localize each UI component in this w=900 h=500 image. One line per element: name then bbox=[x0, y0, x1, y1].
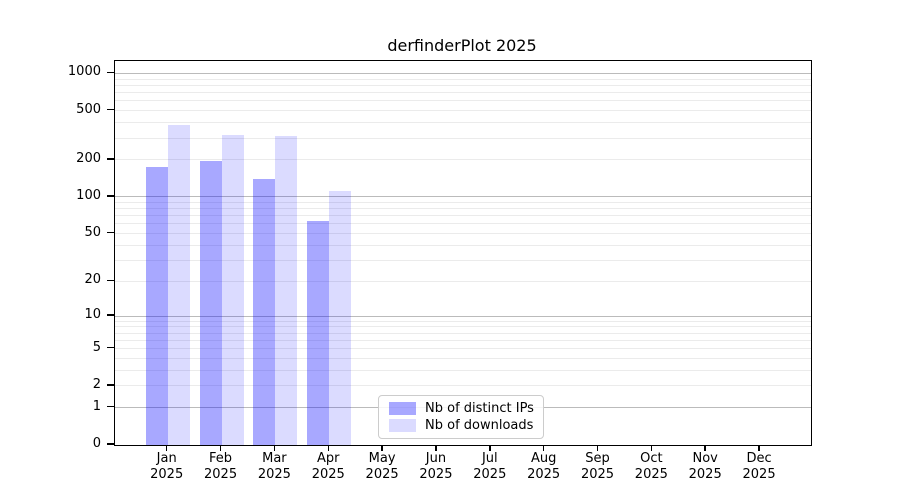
bar-downloads-feb-2025 bbox=[221, 134, 244, 445]
y-tick-mark-1000 bbox=[107, 71, 114, 74]
gridline-400 bbox=[115, 122, 811, 124]
gridline-90 bbox=[115, 201, 811, 203]
y-tick-label-200: 200 bbox=[76, 150, 101, 166]
x-tick-label-jan-2025: Jan 2025 bbox=[150, 451, 184, 482]
gridline-60 bbox=[115, 223, 811, 225]
x-tick-mark-jan bbox=[165, 445, 168, 451]
y-tick-mark-100 bbox=[107, 195, 114, 197]
y-tick-mark-200 bbox=[107, 158, 114, 160]
gridline-700 bbox=[115, 92, 811, 94]
x-tick-mark-dec bbox=[758, 445, 760, 451]
legend-label-downloads: Nb of downloads bbox=[425, 418, 534, 433]
gridline-300 bbox=[115, 137, 811, 139]
x-tick-label-apr-2025: Apr 2025 bbox=[311, 451, 345, 482]
x-tick-label-jul-2025: Jul 2025 bbox=[473, 451, 507, 482]
x-tick-label-mar-2025: Mar 2025 bbox=[257, 451, 291, 482]
bar-downloads-mar-2025 bbox=[275, 136, 298, 445]
gridline-8 bbox=[115, 326, 811, 328]
x-tick-mark-oct bbox=[650, 445, 653, 451]
chart-title: derfinderPlot 2025 bbox=[387, 36, 537, 55]
x-tick-mark-aug bbox=[542, 445, 545, 451]
y-tick-mark-10 bbox=[107, 314, 114, 316]
x-tick-mark-mar bbox=[273, 445, 276, 451]
y-tick-label-20: 20 bbox=[84, 272, 101, 288]
gridline-6 bbox=[115, 339, 811, 341]
x-tick-label-dec-2025: Dec 2025 bbox=[742, 451, 776, 482]
gridline-5 bbox=[115, 348, 811, 350]
y-tick-mark-50 bbox=[107, 231, 114, 234]
y-tick-label-100: 100 bbox=[76, 187, 101, 203]
x-tick-mark-sep bbox=[596, 445, 599, 451]
legend-label-distinct-ips: Nb of distinct IPs bbox=[425, 401, 534, 416]
plot-area: Nb of distinct IPs Nb of downloads bbox=[114, 60, 812, 446]
y-tick-label-0: 0 bbox=[92, 436, 101, 451]
gridline-20 bbox=[115, 280, 811, 282]
y-tick-label-2: 2 bbox=[92, 376, 101, 392]
gridline-2 bbox=[115, 385, 811, 387]
gridline-50 bbox=[115, 233, 811, 235]
plot-inner bbox=[115, 61, 811, 445]
x-tick-label-sep-2025: Sep 2025 bbox=[580, 451, 615, 482]
gridline-30 bbox=[115, 259, 811, 261]
bar-distinct-ips-feb-2025 bbox=[199, 161, 222, 445]
x-tick-mark-feb bbox=[219, 445, 222, 451]
x-tick-label-jun-2025: Jun 2025 bbox=[419, 451, 453, 482]
gridline-40 bbox=[115, 244, 811, 246]
gridline-7 bbox=[115, 332, 811, 334]
gridline-900 bbox=[115, 78, 811, 80]
y-tick-label-500: 500 bbox=[76, 101, 101, 117]
gridline-70 bbox=[115, 215, 811, 217]
x-tick-mark-nov bbox=[704, 445, 706, 451]
x-tick-mark-jul bbox=[489, 445, 491, 451]
y-tick-mark-2 bbox=[107, 384, 114, 386]
bar-distinct-ips-mar-2025 bbox=[253, 178, 276, 445]
y-tick-label-10: 10 bbox=[84, 307, 101, 323]
legend-swatch-downloads bbox=[389, 419, 416, 432]
legend-item-distinct-ips: Nb of distinct IPs bbox=[389, 401, 534, 416]
gridline-600 bbox=[115, 100, 811, 102]
x-tick-mark-apr bbox=[327, 445, 329, 451]
gridline-100 bbox=[115, 196, 811, 198]
gridline-200 bbox=[115, 159, 811, 161]
y-tick-mark-500 bbox=[107, 108, 114, 111]
x-tick-mark-may bbox=[381, 445, 383, 451]
y-tick-label-5: 5 bbox=[92, 339, 101, 355]
x-tick-label-oct-2025: Oct 2025 bbox=[634, 451, 668, 482]
legend-item-downloads: Nb of downloads bbox=[389, 418, 534, 433]
gridline-10 bbox=[115, 315, 811, 317]
y-tick-label-50: 50 bbox=[84, 224, 101, 240]
x-tick-label-feb-2025: Feb 2025 bbox=[204, 451, 238, 482]
gridline-4 bbox=[115, 357, 811, 359]
y-tick-label-1: 1 bbox=[92, 398, 101, 414]
x-tick-mark-jun bbox=[435, 445, 437, 451]
y-tick-mark-5 bbox=[107, 346, 114, 349]
bar-downloads-jan-2025 bbox=[167, 124, 190, 445]
gridline-3 bbox=[115, 369, 811, 371]
gridline-800 bbox=[115, 84, 811, 86]
bar-distinct-ips-jan-2025 bbox=[145, 167, 168, 445]
y-tick-mark-0 bbox=[107, 443, 114, 445]
gridline-1000 bbox=[115, 72, 811, 74]
gridline-500 bbox=[115, 110, 811, 112]
bar-downloads-apr-2025 bbox=[329, 190, 352, 445]
legend: Nb of distinct IPs Nb of downloads bbox=[378, 395, 544, 439]
x-tick-label-may-2025: May 2025 bbox=[365, 451, 399, 482]
y-tick-mark-20 bbox=[107, 279, 114, 282]
gridline-9 bbox=[115, 320, 811, 322]
bar-distinct-ips-apr-2025 bbox=[307, 221, 330, 445]
y-tick-mark-1 bbox=[107, 405, 114, 408]
x-tick-label-aug-2025: Aug 2025 bbox=[527, 451, 561, 482]
x-tick-label-nov-2025: Nov 2025 bbox=[688, 451, 722, 482]
legend-swatch-distinct-ips bbox=[389, 402, 416, 415]
y-tick-label-1000: 1000 bbox=[67, 64, 101, 80]
gridline-80 bbox=[115, 208, 811, 210]
